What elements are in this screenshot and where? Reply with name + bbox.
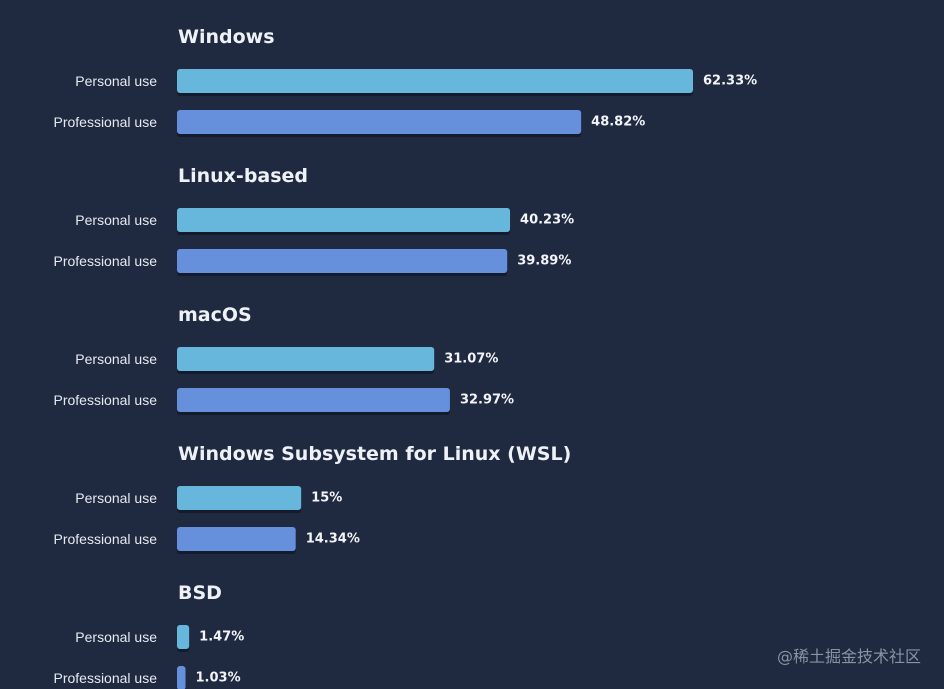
bar-group: Linux-based Personal use 40.23% Professiona… (53, 165, 574, 276)
bar-professional (177, 666, 186, 689)
row-label: Professional use (53, 531, 157, 547)
group-title: Windows Subsystem for Linux (WSL) (178, 443, 571, 465)
row-label: Personal use (75, 490, 157, 506)
bar-professional (177, 110, 582, 134)
bar-personal (177, 69, 693, 93)
bar-personal (177, 347, 435, 371)
group-title: Windows (178, 26, 275, 48)
row-label: Personal use (75, 629, 157, 645)
bar-group: Windows Subsystem for Linux (WSL) Persona… (53, 443, 571, 554)
value-label: 48.82% (591, 115, 645, 130)
row-label: Personal use (75, 351, 157, 367)
watermark: @稀土掘金技术社区 (777, 647, 921, 666)
group-title: BSD (178, 582, 222, 604)
chart-bars: Windows Personal use 62.33% Professional us… (53, 26, 757, 689)
bar-group: BSD Personal use 1.47% Professional use 1.03… (53, 582, 244, 689)
value-label: 39.89% (517, 254, 571, 269)
bar-professional (177, 388, 450, 412)
bar-group: macOS Personal use 31.07% Professional use 3… (53, 304, 514, 415)
value-label: 14.34% (306, 532, 360, 547)
value-label: 32.97% (460, 393, 514, 408)
value-label: 1.47% (199, 630, 244, 645)
value-label: 62.33% (703, 74, 757, 89)
bar-personal (177, 208, 511, 232)
bar-professional (177, 249, 508, 273)
row-label: Professional use (53, 253, 157, 269)
value-label: 1.03% (196, 671, 241, 686)
bar-professional (177, 527, 296, 551)
value-label: 15% (311, 491, 342, 506)
bar-personal (177, 625, 190, 649)
group-title: Linux-based (178, 165, 308, 187)
row-label: Professional use (53, 114, 157, 130)
bar-personal (177, 486, 302, 510)
group-title: macOS (178, 304, 252, 326)
row-label: Professional use (53, 670, 157, 686)
value-label: 31.07% (444, 352, 498, 367)
value-label: 40.23% (520, 213, 574, 228)
row-label: Professional use (53, 392, 157, 408)
bar-group: Windows Personal use 62.33% Professional us… (53, 26, 757, 137)
row-label: Personal use (75, 73, 157, 89)
row-label: Personal use (75, 212, 157, 228)
